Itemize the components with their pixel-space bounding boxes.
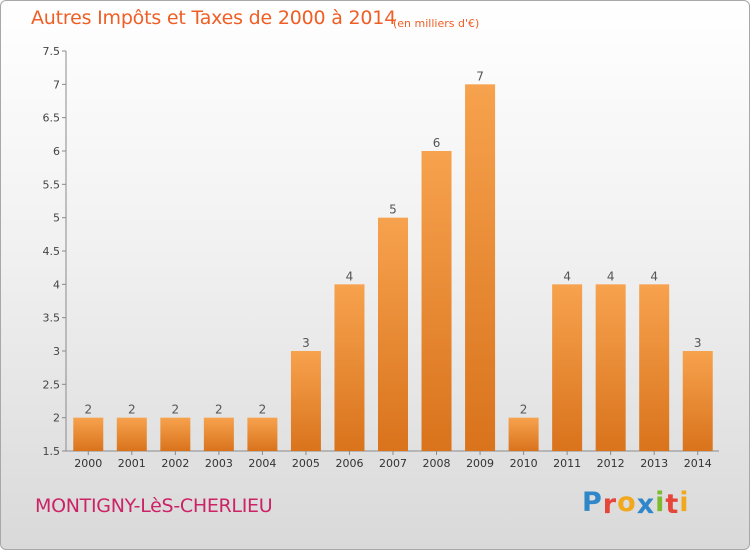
bar-2009 bbox=[465, 84, 496, 451]
logo-letter: t bbox=[665, 489, 680, 520]
x-tick-label: 2007 bbox=[379, 457, 407, 470]
bar-value-label: 7 bbox=[476, 69, 484, 83]
x-tick-label: 2009 bbox=[466, 457, 494, 470]
bar-value-label: 2 bbox=[259, 403, 267, 417]
x-tick-label: 2001 bbox=[118, 457, 146, 470]
y-tick-label: 5 bbox=[53, 212, 60, 225]
bar-value-label: 2 bbox=[520, 403, 528, 417]
bar-2006 bbox=[334, 284, 365, 451]
x-tick-label: 2012 bbox=[597, 457, 625, 470]
bar-value-label: 2 bbox=[172, 403, 180, 417]
x-tick-label: 2013 bbox=[640, 457, 668, 470]
y-tick-label: 7.5 bbox=[43, 45, 61, 58]
bar-value-label: 6 bbox=[433, 136, 441, 150]
bar-2012 bbox=[595, 284, 626, 451]
bar-2001 bbox=[116, 417, 147, 451]
logo-letter: x bbox=[636, 489, 656, 520]
x-tick-label: 2008 bbox=[423, 457, 451, 470]
x-tick-label: 2014 bbox=[684, 457, 712, 470]
bar-value-label: 4 bbox=[650, 269, 658, 283]
bar-value-label: 4 bbox=[563, 269, 571, 283]
logo-letter: r bbox=[602, 489, 618, 520]
x-tick-label: 2006 bbox=[335, 457, 363, 470]
bar-value-label: 2 bbox=[84, 403, 92, 417]
x-tick-label: 2003 bbox=[205, 457, 233, 470]
bar-value-label: 4 bbox=[346, 269, 354, 283]
bar-2003 bbox=[203, 417, 234, 451]
bar-value-label: 4 bbox=[607, 269, 615, 283]
y-tick-label: 1.5 bbox=[43, 445, 61, 458]
y-tick-label: 5.5 bbox=[43, 178, 61, 191]
chart-title: Autres Impôts et Taxes de 2000 à 2014 bbox=[31, 7, 397, 29]
logo-letter: i bbox=[655, 487, 666, 518]
bar-2002 bbox=[160, 417, 191, 451]
proxiti-logo[interactable]: Proxiti bbox=[582, 487, 690, 520]
bar-2007 bbox=[378, 217, 408, 451]
bar-2010 bbox=[508, 417, 539, 451]
bar-2011 bbox=[552, 284, 583, 451]
y-tick-label: 4 bbox=[53, 278, 60, 291]
x-axis: 2000 2001 2002 2003 2004 2005 2006 2007 2008 2009… bbox=[66, 450, 719, 470]
bar-value-label: 3 bbox=[694, 336, 702, 350]
logo-letter: P bbox=[582, 487, 603, 518]
y-tick-label: 2 bbox=[53, 412, 60, 425]
bar-2000 bbox=[73, 417, 104, 451]
logo-letter: i bbox=[679, 487, 690, 518]
bar-value-label: 2 bbox=[215, 403, 223, 417]
y-tick-label: 6 bbox=[53, 145, 60, 158]
bar-2014 bbox=[682, 351, 713, 451]
logo-letter: o bbox=[617, 487, 637, 518]
bar-value-label: 2 bbox=[128, 403, 136, 417]
bar-2013 bbox=[639, 284, 670, 451]
y-tick-label: 7 bbox=[53, 78, 60, 91]
x-tick-label: 2005 bbox=[292, 457, 320, 470]
x-tick-label: 2010 bbox=[510, 457, 538, 470]
bar-2008 bbox=[421, 151, 452, 451]
bar-value-label: 3 bbox=[302, 336, 310, 350]
y-axis: 1.5 2 2.5 3 3.5 4 4.5 5 5.5 6 6.5 7 7.5 bbox=[43, 45, 67, 458]
y-tick-label: 4.5 bbox=[43, 245, 61, 258]
y-tick-label: 3.5 bbox=[43, 312, 61, 325]
bar-2004 bbox=[247, 417, 278, 451]
y-tick-label: 3 bbox=[53, 345, 60, 358]
y-tick-label: 2.5 bbox=[43, 378, 61, 391]
x-tick-label: 2000 bbox=[74, 457, 102, 470]
commune-name: MONTIGNY-LèS-CHERLIEU bbox=[35, 495, 273, 517]
x-tick-label: 2002 bbox=[161, 457, 189, 470]
bar-series: 2 2 2 2 2 3 4 5 6 7 2 4 4 4 3 bbox=[73, 69, 713, 451]
bar-value-label: 5 bbox=[389, 203, 397, 217]
y-tick-label: 6.5 bbox=[43, 112, 61, 125]
x-tick-label: 2004 bbox=[248, 457, 276, 470]
chart-subtitle: (en milliers d'€) bbox=[393, 17, 480, 30]
x-tick-label: 2011 bbox=[553, 457, 581, 470]
bar-2005 bbox=[290, 351, 321, 451]
